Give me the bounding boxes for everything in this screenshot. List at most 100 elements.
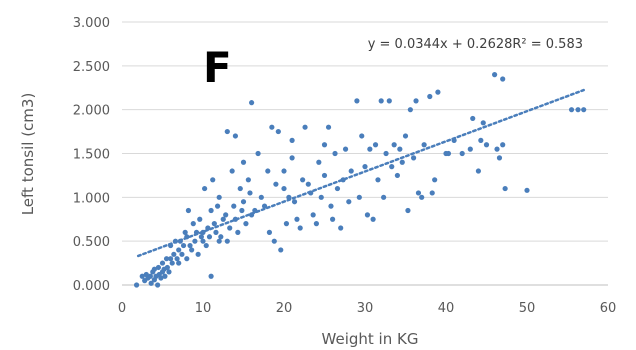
data-point xyxy=(271,238,277,244)
data-point xyxy=(302,124,308,130)
data-point xyxy=(180,242,187,249)
y-tick-label: 1.500 xyxy=(73,148,110,163)
data-point xyxy=(496,155,503,161)
data-point xyxy=(289,137,295,143)
data-point xyxy=(432,177,438,183)
data-points xyxy=(133,72,587,288)
data-point xyxy=(211,221,217,227)
data-point xyxy=(568,107,575,113)
data-point xyxy=(467,146,473,152)
data-point xyxy=(328,203,334,209)
data-point xyxy=(231,203,237,209)
data-point xyxy=(265,168,271,174)
data-point xyxy=(313,221,319,227)
data-point xyxy=(321,142,328,148)
data-point xyxy=(200,238,206,244)
data-point xyxy=(483,142,490,148)
data-point xyxy=(308,190,314,196)
data-point xyxy=(372,142,379,148)
data-point xyxy=(258,194,264,200)
data-point xyxy=(216,238,222,244)
data-point xyxy=(197,216,203,222)
data-point xyxy=(249,212,255,218)
data-point xyxy=(185,207,192,214)
data-point xyxy=(411,155,417,161)
gridlines xyxy=(122,21,608,286)
data-point xyxy=(214,203,221,209)
data-point xyxy=(378,98,384,104)
data-point xyxy=(184,256,190,262)
data-point xyxy=(239,207,245,214)
data-point xyxy=(281,168,287,174)
data-point xyxy=(168,256,174,262)
data-point xyxy=(407,107,413,113)
data-point xyxy=(281,185,287,192)
y-tick-label: 0.000 xyxy=(73,279,110,294)
data-point xyxy=(179,251,185,257)
x-tick-label: 50 xyxy=(519,301,536,316)
y-axis-title: Left tonsil (cm3) xyxy=(19,93,37,216)
data-point xyxy=(494,146,500,152)
data-point xyxy=(174,256,180,262)
data-point xyxy=(266,229,273,235)
data-point xyxy=(367,146,373,152)
data-point xyxy=(346,199,352,205)
data-point xyxy=(356,194,362,200)
data-point xyxy=(155,282,161,288)
data-point xyxy=(383,150,389,157)
data-point xyxy=(283,221,290,227)
data-point xyxy=(386,98,392,104)
data-point xyxy=(162,273,168,279)
data-point xyxy=(575,107,581,113)
data-point xyxy=(338,225,344,231)
data-point xyxy=(389,164,395,170)
data-point xyxy=(459,150,465,157)
data-point xyxy=(171,251,177,257)
data-point xyxy=(187,242,193,249)
x-tick-label: 0 xyxy=(118,301,126,316)
x-tick-label: 20 xyxy=(276,301,293,316)
data-point xyxy=(332,150,338,157)
data-point xyxy=(247,190,253,196)
data-point xyxy=(321,172,328,179)
data-point xyxy=(240,199,247,205)
data-point xyxy=(172,238,179,244)
data-point xyxy=(148,280,154,286)
data-point xyxy=(213,229,219,235)
data-point xyxy=(359,133,365,139)
data-point xyxy=(375,177,381,183)
data-point xyxy=(445,150,452,157)
data-point xyxy=(330,216,336,222)
data-point xyxy=(421,142,427,148)
data-point xyxy=(193,229,200,235)
data-point xyxy=(252,207,258,214)
data-point xyxy=(133,282,140,288)
data-point xyxy=(189,247,195,253)
data-point xyxy=(297,225,303,231)
data-point xyxy=(223,212,229,218)
data-point xyxy=(176,260,182,266)
data-point xyxy=(500,142,506,148)
data-point xyxy=(164,264,170,271)
data-point xyxy=(237,185,243,192)
data-point xyxy=(581,107,587,113)
data-point xyxy=(429,190,435,196)
data-point xyxy=(340,177,346,183)
data-point xyxy=(224,128,230,135)
x-tick-label: 30 xyxy=(357,301,374,316)
panel-label: F xyxy=(203,43,232,92)
data-point xyxy=(195,251,201,257)
data-point xyxy=(354,98,360,104)
data-point xyxy=(364,212,371,218)
data-point xyxy=(232,133,238,139)
data-point xyxy=(294,216,300,222)
data-point xyxy=(229,168,235,174)
data-point xyxy=(273,181,279,187)
data-point xyxy=(524,187,530,193)
data-point xyxy=(275,128,281,135)
data-point xyxy=(316,159,322,165)
data-point xyxy=(240,159,247,165)
x-axis-title: Weight in KG xyxy=(322,330,419,348)
data-point xyxy=(435,89,441,95)
